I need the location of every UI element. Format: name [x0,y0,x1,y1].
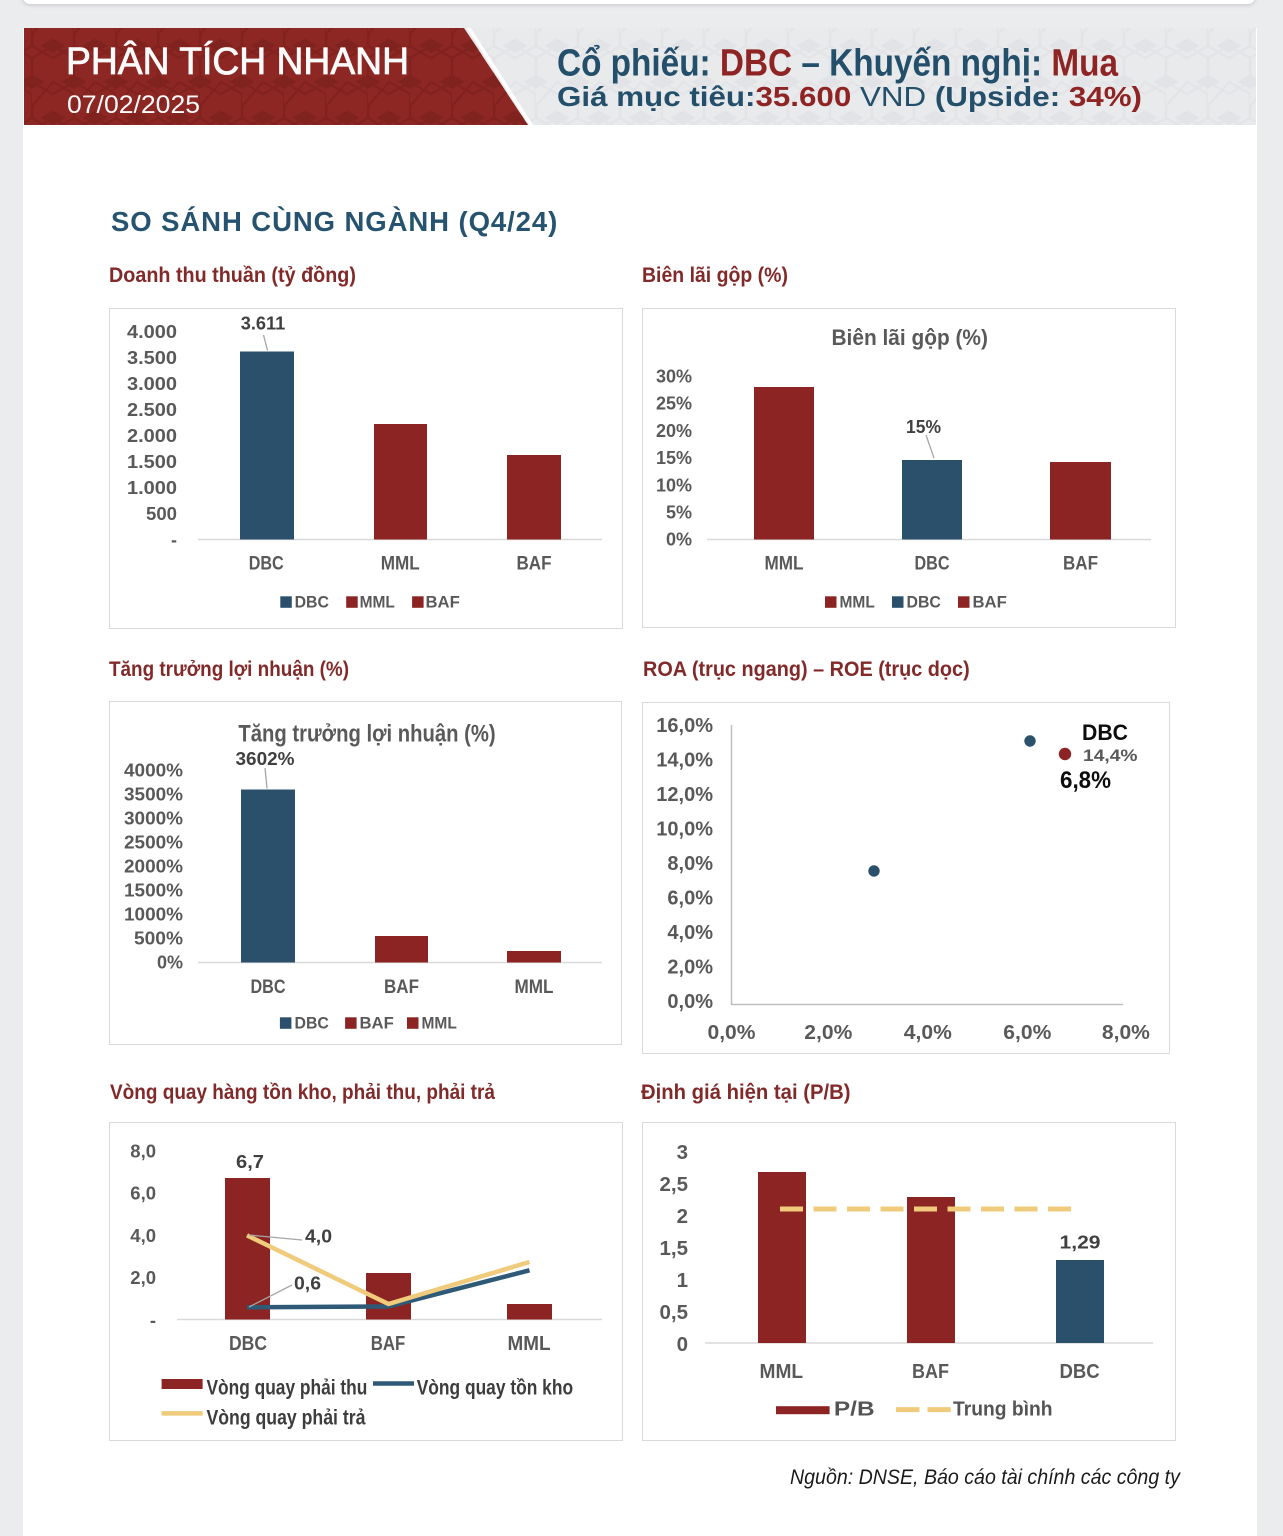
svg-text:MML: MML [422,1014,457,1033]
svg-text:0,0%: 0,0% [667,991,713,1013]
svg-text:8,0: 8,0 [130,1140,156,1161]
svg-text:4,0%: 4,0% [904,1022,952,1044]
svg-text:0,0%: 0,0% [708,1022,756,1044]
svg-text:BAF: BAF [384,977,419,998]
svg-text:1000%: 1000% [124,905,183,925]
svg-text:BAF: BAF [973,593,1007,612]
svg-text:3: 3 [677,1141,688,1164]
svg-text:8,0%: 8,0% [667,853,713,875]
svg-text:BAF: BAF [912,1360,949,1383]
svg-text:4,0: 4,0 [305,1226,332,1247]
svg-text:6,7: 6,7 [236,1151,264,1172]
svg-text:8,0%: 8,0% [1102,1022,1150,1044]
svg-text:-: - [171,530,177,550]
svg-text:5%: 5% [666,503,692,523]
svg-text:2000%: 2000% [124,857,183,877]
svg-text:15%: 15% [906,417,941,437]
svg-text:Trung bình: Trung bình [953,1398,1053,1421]
svg-text:0%: 0% [666,530,692,550]
svg-text:MML: MML [381,553,420,574]
svg-text:DBC: DBC [249,553,284,574]
svg-text:DBC: DBC [907,593,941,612]
svg-text:BAF: BAF [371,1333,406,1355]
svg-text:Giá mục tiêu:35.600 VND (Upsid: Giá mục tiêu: 35.600 VND (Upside: 34%) [557,81,1142,112]
svg-text:20%: 20% [656,421,692,441]
svg-text:P/B: P/B [834,1398,875,1421]
svg-text:3602%: 3602% [236,748,295,769]
svg-text:MML: MML [360,593,395,612]
svg-text:2,0: 2,0 [130,1267,156,1288]
svg-text:DBC: DBC [1082,720,1128,745]
svg-text:4000%: 4000% [124,761,183,781]
svg-text:1,29: 1,29 [1060,1232,1101,1253]
svg-text:0: 0 [677,1333,688,1356]
svg-text:10%: 10% [656,475,692,495]
svg-text:1500%: 1500% [124,881,183,901]
svg-text:10,0%: 10,0% [656,818,713,840]
svg-text:1: 1 [677,1269,688,1292]
svg-text:3000%: 3000% [124,809,183,829]
svg-text:3.611: 3.611 [241,313,286,334]
svg-text:0,5: 0,5 [660,1301,689,1324]
svg-text:Biên lãi gộp (%): Biên lãi gộp (%) [832,325,988,350]
svg-text:1.500: 1.500 [127,452,177,472]
svg-text:DBC: DBC [229,1333,267,1355]
svg-text:1.000: 1.000 [127,478,177,498]
svg-text:4,0%: 4,0% [667,922,713,944]
svg-text:DBC: DBC [295,1014,329,1033]
svg-text:6,0: 6,0 [130,1183,156,1204]
svg-text:MML: MML [508,1333,551,1355]
svg-text:3500%: 3500% [124,785,183,805]
svg-text:14,4%: 14,4% [1083,746,1138,765]
svg-text:Tăng trưởng lợi nhuận (%): Tăng trưởng lợi nhuận (%) [238,720,495,747]
svg-text:Vòng quay tồn kho: Vòng quay tồn kho [417,1377,573,1400]
svg-text:MML: MML [515,977,554,998]
svg-text:15%: 15% [656,448,692,468]
svg-text:0,6: 0,6 [294,1273,321,1294]
svg-text:Vòng quay phải trả: Vòng quay phải trả [207,1407,366,1430]
svg-text:12,0%: 12,0% [656,784,713,806]
svg-text:14,0%: 14,0% [656,749,713,771]
svg-text:DBC: DBC [251,977,286,998]
svg-text:500: 500 [146,504,177,524]
svg-text:DBC: DBC [1060,1360,1100,1383]
svg-text:BAF: BAF [1063,553,1098,574]
svg-text:PHÂN TÍCH NHANH: PHÂN TÍCH NHANH [66,40,409,83]
svg-text:30%: 30% [656,367,692,387]
svg-text:07/02/2025: 07/02/2025 [67,91,200,119]
svg-text:1,5: 1,5 [660,1237,689,1260]
svg-text:DBC: DBC [295,593,329,612]
svg-text:-: - [150,1310,156,1331]
svg-text:2500%: 2500% [124,833,183,853]
svg-text:Cổ phiếu: DBC – Khuyến nghị: M: Cổ phiếu: DBC – Khuyến nghị: Mua [557,43,1119,85]
svg-text:2.500: 2.500 [127,400,177,420]
svg-text:6,0%: 6,0% [1003,1022,1051,1044]
svg-text:DBC: DBC [915,553,950,574]
svg-text:2,0%: 2,0% [804,1022,852,1044]
svg-text:BAF: BAF [426,593,460,612]
svg-text:6,8%: 6,8% [1060,767,1111,794]
svg-text:6,0%: 6,0% [667,887,713,909]
svg-text:BAF: BAF [517,553,552,574]
svg-text:16,0%: 16,0% [656,715,713,737]
svg-text:25%: 25% [656,394,692,414]
svg-text:4,0: 4,0 [130,1225,156,1246]
svg-text:3.000: 3.000 [127,374,177,394]
svg-text:4.000: 4.000 [127,322,177,342]
svg-text:MML: MML [760,1360,804,1383]
svg-text:0%: 0% [157,953,183,973]
svg-text:MML: MML [840,593,875,612]
svg-text:2,0%: 2,0% [667,956,713,978]
svg-text:BAF: BAF [360,1014,394,1033]
svg-text:3.500: 3.500 [127,348,177,368]
svg-text:2,5: 2,5 [660,1173,689,1196]
svg-text:500%: 500% [134,929,183,949]
svg-text:2: 2 [677,1205,688,1228]
svg-text:Vòng quay phải thu: Vòng quay phải thu [207,1377,368,1400]
svg-text:MML: MML [765,553,804,574]
svg-text:2.000: 2.000 [127,426,177,446]
